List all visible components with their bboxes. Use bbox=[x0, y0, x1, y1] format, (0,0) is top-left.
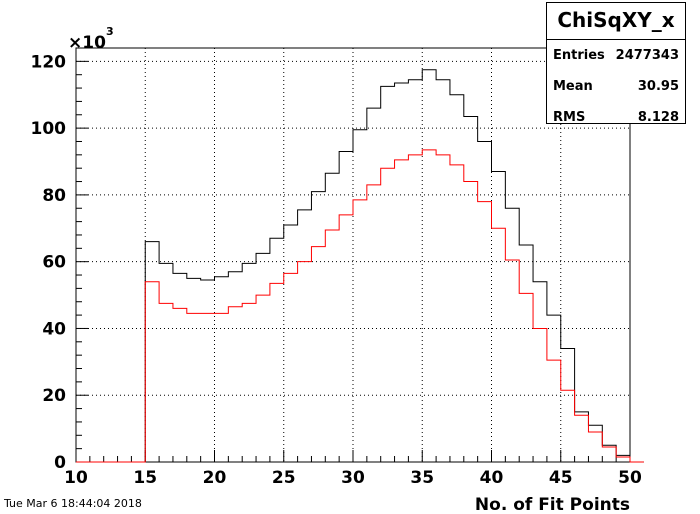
y-tick-label: 0 bbox=[54, 453, 66, 473]
x-axis-title: No. of Fit Points bbox=[475, 495, 630, 514]
histogram-series bbox=[76, 69, 644, 463]
x-tick-label: 20 bbox=[203, 468, 227, 488]
stats-label: RMS bbox=[553, 110, 586, 125]
y-tick-label: 100 bbox=[31, 119, 67, 139]
datestamp: Tue Mar 6 18:44:04 2018 bbox=[4, 497, 142, 510]
x-tick-label: 10 bbox=[64, 468, 88, 488]
y-multiplier-label: ×10 bbox=[68, 33, 106, 53]
x-tick-label: 50 bbox=[618, 468, 642, 488]
x-tick-label: 15 bbox=[133, 468, 157, 488]
stats-label: Entries bbox=[553, 48, 605, 63]
x-tick-label: 40 bbox=[480, 468, 504, 488]
stats-row-entries: Entries 2477343 bbox=[547, 40, 685, 71]
y-tick-label: 40 bbox=[42, 319, 66, 339]
stats-title: ChiSqXY_x bbox=[547, 3, 685, 40]
histogram-line bbox=[76, 149, 644, 463]
y-tick-label: 80 bbox=[42, 186, 66, 206]
x-tick-label: 25 bbox=[272, 468, 296, 488]
x-tick-label: 35 bbox=[410, 468, 434, 488]
stats-row-rms: RMS 8.128 bbox=[547, 102, 685, 133]
stats-label: Mean bbox=[553, 79, 593, 94]
y-tick-label: 120 bbox=[31, 52, 67, 72]
x-tick-label: 45 bbox=[549, 468, 573, 488]
y-tick-label: 20 bbox=[42, 386, 66, 406]
x-tick-label: 30 bbox=[341, 468, 365, 488]
histogram-line bbox=[76, 69, 644, 463]
stats-row-mean: Mean 30.95 bbox=[547, 71, 685, 102]
stats-value: 8.128 bbox=[637, 110, 679, 125]
tick-labels: 10 15 20 25 30 35 40 45 50 0 20 40 60 80 100 120 bbox=[31, 52, 642, 488]
stats-value: 30.95 bbox=[637, 79, 679, 94]
y-tick-label: 60 bbox=[42, 253, 66, 273]
axes bbox=[75, 47, 631, 463]
stats-box: ChiSqXY_x Entries 2477343 Mean 30.95 RMS… bbox=[546, 2, 686, 125]
y-multiplier-exponent: 3 bbox=[106, 25, 114, 38]
stats-value: 2477343 bbox=[615, 48, 679, 63]
